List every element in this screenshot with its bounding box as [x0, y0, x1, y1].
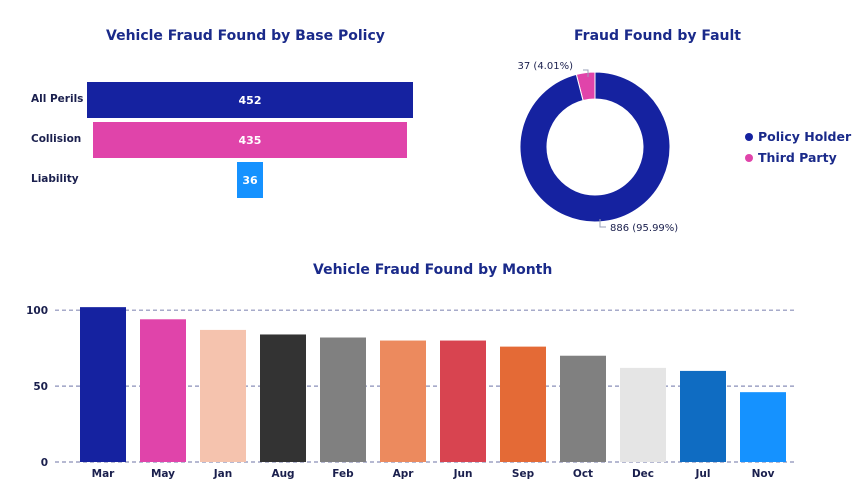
fault-chart-title: Fraud Found by Fault — [574, 28, 741, 44]
month-bar[interactable] — [620, 367, 666, 462]
month-bar[interactable] — [320, 337, 366, 462]
month-tick-label: Feb — [332, 468, 354, 480]
base-policy-bar-value: 36 — [242, 173, 258, 187]
month-bar[interactable] — [500, 346, 546, 462]
month-bar[interactable] — [200, 329, 246, 462]
base-policy-bar-value: 452 — [238, 93, 262, 107]
third-party-leader-line — [583, 69, 589, 77]
third-party-data-label: 37 (4.01%) — [518, 61, 574, 72]
base-policy-category-label: All Perils — [31, 93, 84, 105]
month-tick-label: Jan — [213, 468, 232, 480]
base-policy-category-label: Liability — [31, 173, 79, 185]
policy-holder-slice[interactable] — [519, 71, 671, 223]
month-tick-label: Sep — [512, 468, 535, 480]
y-tick-label: 50 — [33, 381, 48, 393]
month-bar[interactable] — [440, 340, 486, 462]
legend-item-policy-holder[interactable]: Policy Holder — [745, 129, 851, 144]
month-tick-label: Apr — [393, 468, 415, 480]
y-tick-label: 100 — [26, 305, 48, 317]
month-tick-label: Dec — [632, 468, 654, 480]
month-tick-label: Aug — [271, 468, 294, 480]
month-tick-label: Nov — [752, 468, 775, 480]
month-bar[interactable] — [140, 319, 186, 462]
policy-holder-data-label: 886 (95.99%) — [610, 223, 678, 234]
third-party-legend-label: Third Party — [758, 150, 837, 165]
policy-holder-legend-dot — [745, 132, 753, 141]
month-bar[interactable] — [380, 340, 426, 462]
month-bar[interactable] — [740, 392, 786, 462]
month-tick-label: Mar — [92, 468, 116, 480]
month-tick-label: May — [151, 468, 175, 480]
month-bar[interactable] — [680, 370, 726, 462]
month-chart-title: Vehicle Fraud Found by Month — [313, 262, 553, 278]
policy-holder-legend-label: Policy Holder — [758, 129, 852, 144]
month-column-chart: 0 50 100 Mar May Jan Aug Feb Apr Jun Sep Oct Dec Jul N… — [26, 305, 796, 480]
month-bar[interactable] — [80, 307, 126, 462]
month-tick-label: Oct — [573, 468, 593, 480]
policy-holder-leader-line — [599, 219, 606, 228]
month-tick-label: Jun — [453, 468, 473, 480]
base-policy-chart-title: Vehicle Fraud Found by Base Policy — [106, 28, 385, 44]
month-tick-label: Jul — [695, 468, 711, 480]
base-policy-bar[interactable]: 435 — [93, 122, 407, 158]
base-policy-bar[interactable]: 36 — [237, 162, 263, 198]
month-bar[interactable] — [560, 355, 606, 462]
base-policy-bar-value: 435 — [238, 133, 262, 147]
base-policy-category-label: Collision — [31, 133, 82, 145]
y-tick-label: 0 — [41, 457, 48, 469]
month-bar[interactable] — [260, 334, 306, 462]
fault-donut-chart: 37 (4.01%) 886 (95.99%) — [518, 61, 679, 234]
third-party-legend-dot — [745, 153, 753, 162]
base-policy-bar[interactable]: 452 — [87, 82, 413, 118]
legend-item-third-party[interactable]: Third Party — [745, 150, 837, 165]
